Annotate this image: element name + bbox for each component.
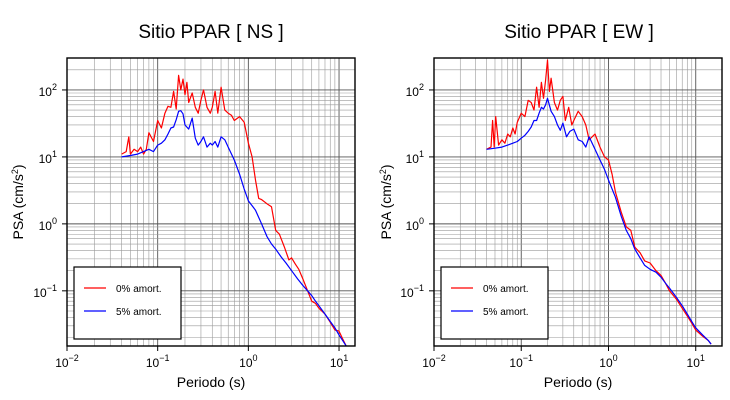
chart-title: Sitio PPAR [ NS ] xyxy=(138,22,283,43)
x-tick-label: 10−2 xyxy=(55,353,79,370)
y-tick-label: 100 xyxy=(39,216,57,233)
x-tick-label: 101 xyxy=(687,353,705,370)
x-axis-label: Periodo (s) xyxy=(177,374,245,390)
legend-box xyxy=(73,266,182,340)
chart-panel-ew: Sitio PPAR [ EW ] 10−2 10−1 100 10110−11001… xyxy=(378,22,723,390)
legend-box xyxy=(440,266,549,340)
legend: 0% amort. 5% amort. xyxy=(440,266,549,340)
plot-frame xyxy=(433,57,723,347)
y-tick-label: 102 xyxy=(39,82,57,99)
y-tick-label: 10−1 xyxy=(33,283,57,300)
axis-ticks: 10−2 10−1 100 101 10−1 100 101 102 xyxy=(400,82,705,370)
y-axis-label: PSA (cm/s2) xyxy=(378,164,394,239)
legend: 0% amort. 5% amort. xyxy=(73,266,182,340)
y-tick-label: 101 xyxy=(39,149,57,166)
legend-label: 0% amort. xyxy=(116,284,162,295)
y-axis-label: PSA (cm/s2) xyxy=(10,164,26,239)
chart-panel-ns: Sitio PPAR [ NS ] 10−2 10−1 100 10110−11001… xyxy=(10,22,356,390)
legend-label: 5% amort. xyxy=(483,307,529,318)
series-line xyxy=(486,59,712,345)
x-tick-label: 100 xyxy=(599,353,617,370)
y-tick-label: 102 xyxy=(406,82,424,99)
series-line xyxy=(121,74,347,347)
x-tick-label: 100 xyxy=(239,353,257,370)
legend-label: 5% amort. xyxy=(116,307,162,318)
series-line xyxy=(121,110,347,347)
plot-frame xyxy=(66,57,356,347)
y-tick-label: 101 xyxy=(406,149,424,166)
axis-ticks: 10−2 10−1 100 101 10−1 100 101 102 xyxy=(33,82,348,370)
y-tick-label: 100 xyxy=(406,216,424,233)
x-tick-label: 10−1 xyxy=(509,353,533,370)
x-tick-label: 10−1 xyxy=(146,353,170,370)
grid xyxy=(66,57,355,346)
series-line xyxy=(486,97,712,345)
y-tick-label: 10−1 xyxy=(400,283,424,300)
x-axis-label: Periodo (s) xyxy=(544,374,612,390)
plot-series xyxy=(486,59,712,345)
x-tick-label: 101 xyxy=(330,353,348,370)
legend-label: 0% amort. xyxy=(483,284,529,295)
x-tick-label: 10−2 xyxy=(422,353,446,370)
plot-series xyxy=(121,74,347,347)
chart-title: Sitio PPAR [ EW ] xyxy=(504,22,654,43)
